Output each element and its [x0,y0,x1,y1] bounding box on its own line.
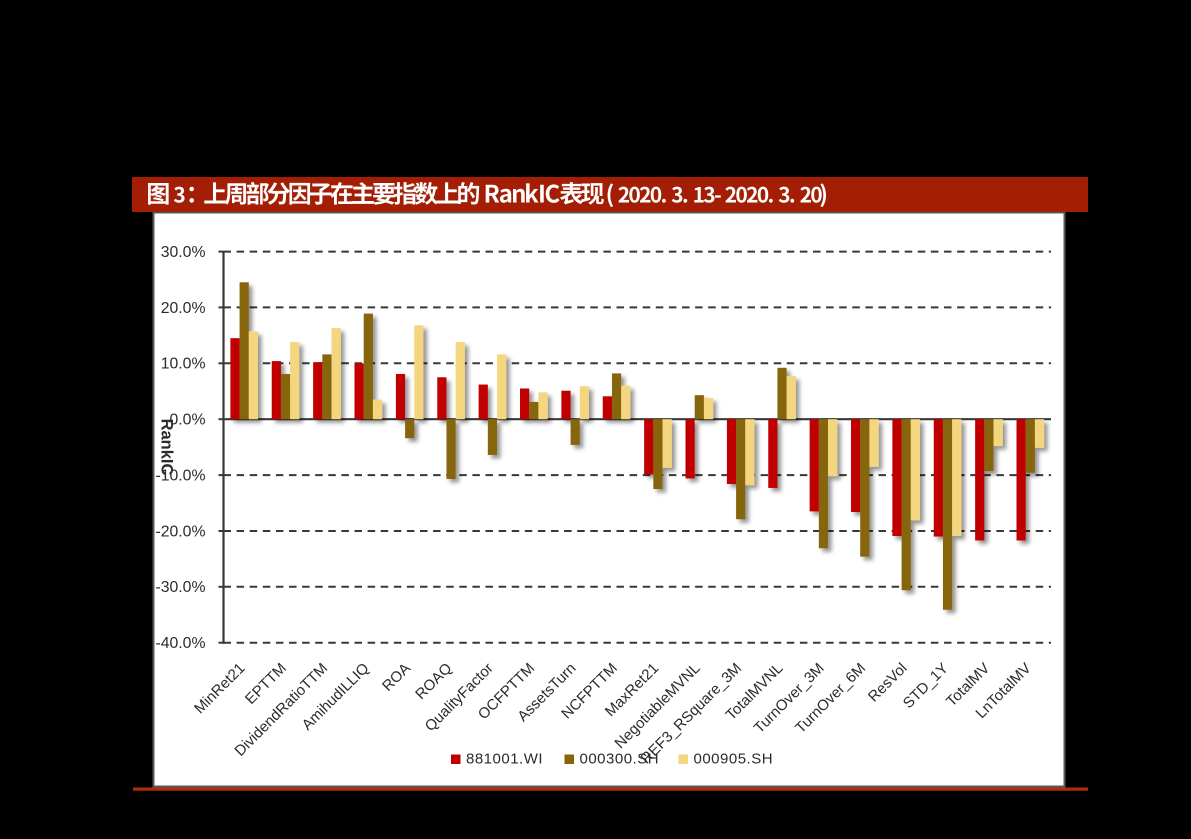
svg-text:000905.SH: 000905.SH [694,751,774,768]
svg-text:-30.0%: -30.0% [155,579,205,596]
svg-text:30.0%: 30.0% [161,244,206,261]
svg-text:-10.0%: -10.0% [155,468,205,485]
svg-text:-40.0%: -40.0% [155,635,205,652]
svg-text:0.0%: 0.0% [169,412,205,429]
svg-text:20.0%: 20.0% [161,300,206,317]
svg-text:10.0%: 10.0% [161,356,206,373]
svg-text:-20.0%: -20.0% [155,523,205,540]
svg-text:RankIC: RankIC [158,419,176,476]
svg-text:000300.SH: 000300.SH [580,751,660,768]
svg-text:881001.WI: 881001.WI [466,751,543,768]
